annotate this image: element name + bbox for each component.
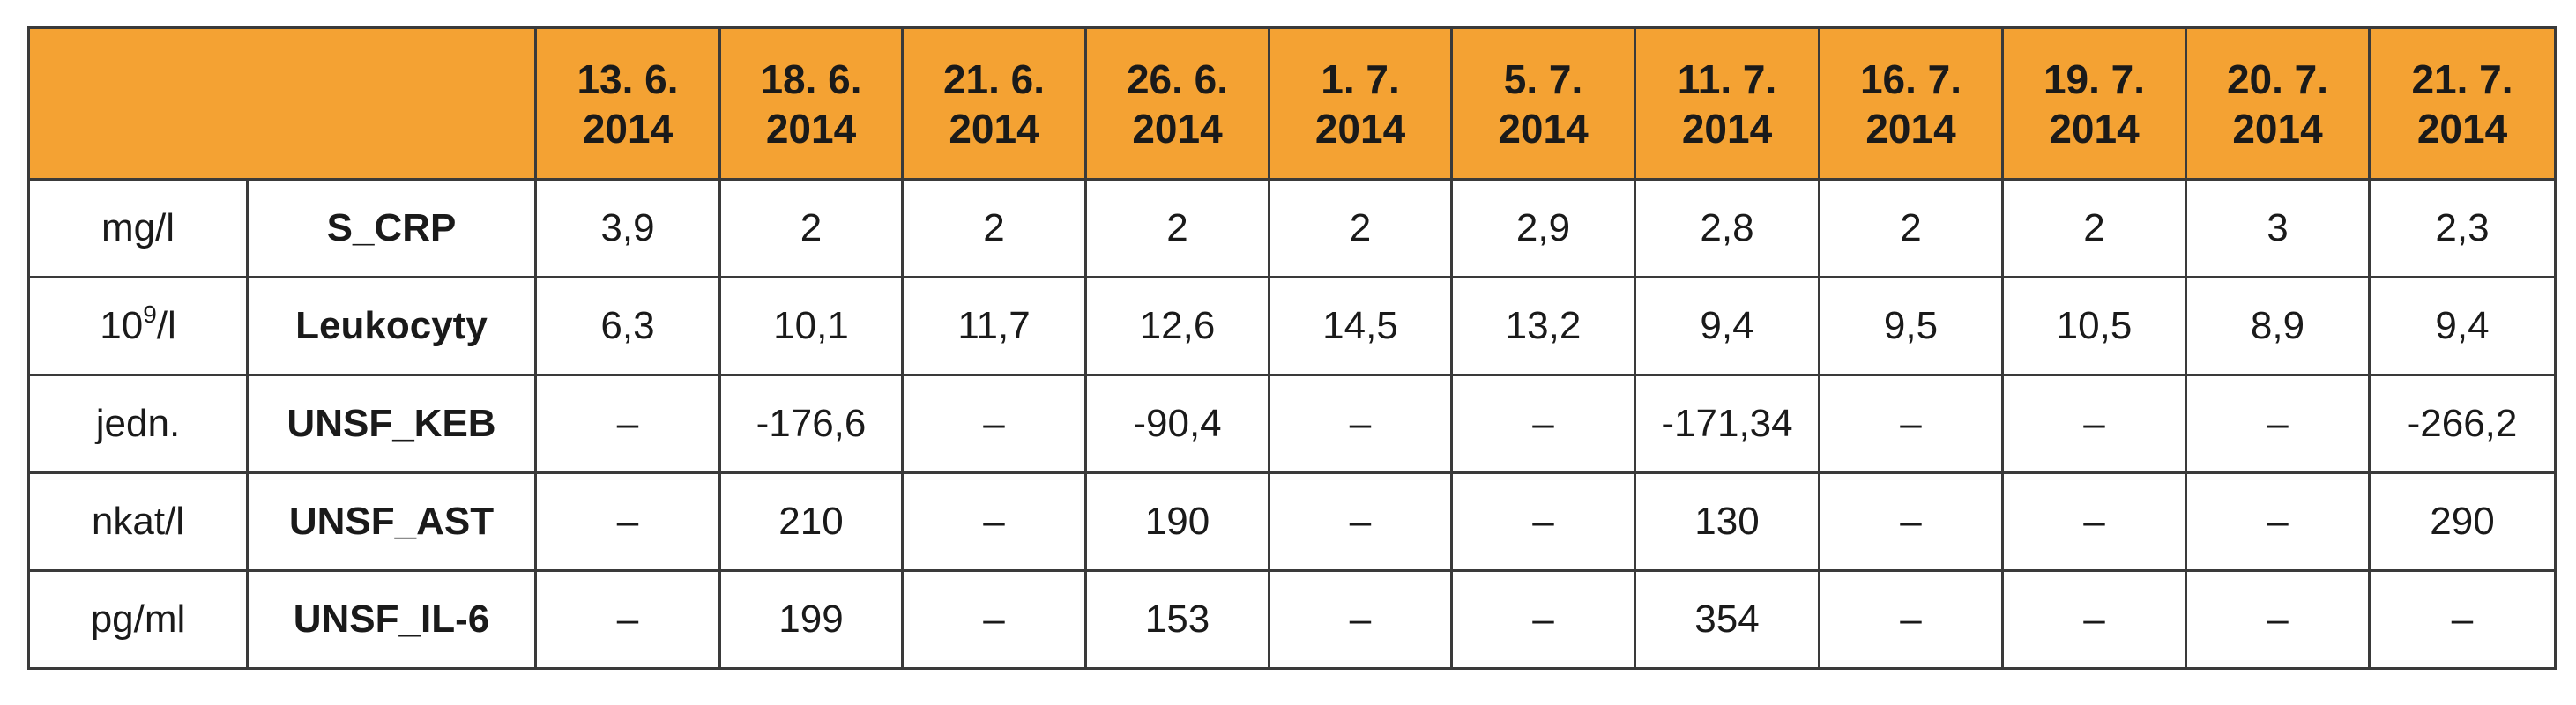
parameter-cell: UNSF_IL-6 — [246, 569, 537, 670]
parameter-cell: S_CRP — [246, 178, 537, 278]
value-cell: – — [901, 569, 1087, 670]
value-cell: – — [2001, 471, 2187, 572]
value-cell: 13,2 — [1450, 276, 1636, 376]
value-cell: 3 — [2185, 178, 2371, 278]
value-cell: 10,5 — [2001, 276, 2187, 376]
value-cell: 6,3 — [534, 276, 721, 376]
table-row: jedn. UNSF_KEB – -176,6 – -90,4 – – -171… — [27, 374, 2557, 474]
value-cell: – — [901, 471, 1087, 572]
value-cell: – — [2185, 471, 2371, 572]
value-cell: 3,9 — [534, 178, 721, 278]
date-header-cell: 16. 7. 2014 — [1818, 26, 2004, 181]
value-cell: 2 — [718, 178, 904, 278]
table-row: pg/ml UNSF_IL-6 – 199 – 153 – – 354 – – … — [27, 569, 2557, 670]
value-cell: 190 — [1084, 471, 1270, 572]
value-cell: 354 — [1634, 569, 1820, 670]
date-header-cell: 1. 7. 2014 — [1268, 26, 1453, 181]
value-cell: 2 — [2001, 178, 2187, 278]
unit-cell: 109/l — [27, 276, 249, 376]
date-header-cell: 18. 6. 2014 — [718, 26, 904, 181]
value-cell: – — [534, 374, 721, 474]
value-cell: 210 — [718, 471, 904, 572]
date-header-cell: 20. 7. 2014 — [2185, 26, 2371, 181]
date-header-cell: 21. 7. 2014 — [2368, 26, 2557, 181]
value-cell: 2 — [1268, 178, 1453, 278]
value-cell: 2 — [1818, 178, 2004, 278]
value-cell: – — [1450, 374, 1636, 474]
value-cell: 10,1 — [718, 276, 904, 376]
value-cell: – — [1450, 471, 1636, 572]
header-row: 13. 6. 2014 18. 6. 2014 21. 6. 2014 26. 6. 2… — [27, 26, 2557, 181]
unit-base: 10 — [100, 304, 144, 347]
table-row: mg/l S_CRP 3,9 2 2 2 2 2,9 2,8 2 2 3 2,3 — [27, 178, 2557, 278]
header-empty-cell — [27, 26, 537, 181]
value-cell: 2 — [901, 178, 1087, 278]
parameter-cell: UNSF_KEB — [246, 374, 537, 474]
value-cell: – — [2001, 374, 2187, 474]
value-cell: 8,9 — [2185, 276, 2371, 376]
unit-cell: nkat/l — [27, 471, 249, 572]
value-cell: 130 — [1634, 471, 1820, 572]
unit-cell: mg/l — [27, 178, 249, 278]
value-cell: -171,34 — [1634, 374, 1820, 474]
table-row: nkat/l UNSF_AST – 210 – 190 – – 130 – – … — [27, 471, 2557, 572]
date-header-cell: 19. 7. 2014 — [2001, 26, 2187, 181]
parameter-cell: UNSF_AST — [246, 471, 537, 572]
date-header-cell: 13. 6. 2014 — [534, 26, 721, 181]
value-cell: 9,5 — [1818, 276, 2004, 376]
unit-exponent: 9 — [143, 301, 157, 328]
value-cell: – — [2368, 569, 2557, 670]
value-cell: – — [1450, 569, 1636, 670]
value-cell: – — [534, 569, 721, 670]
value-cell: -176,6 — [718, 374, 904, 474]
value-cell: – — [1268, 374, 1453, 474]
value-cell: – — [2185, 569, 2371, 670]
date-header-cell: 21. 6. 2014 — [901, 26, 1087, 181]
lab-results-table: 13. 6. 2014 18. 6. 2014 21. 6. 2014 26. 6. 2… — [27, 26, 2557, 670]
value-cell: -266,2 — [2368, 374, 2557, 474]
value-cell: -90,4 — [1084, 374, 1270, 474]
value-cell: – — [1818, 374, 2004, 474]
unit-cell: jedn. — [27, 374, 249, 474]
value-cell: – — [901, 374, 1087, 474]
value-cell: 9,4 — [1634, 276, 1820, 376]
table-row: 109/l Leukocyty 6,3 10,1 11,7 12,6 14,5 … — [27, 276, 2557, 376]
value-cell: 2 — [1084, 178, 1270, 278]
unit-rest: /l — [156, 304, 176, 347]
date-header-cell: 11. 7. 2014 — [1634, 26, 1820, 181]
value-cell: – — [2001, 569, 2187, 670]
value-cell: 2,9 — [1450, 178, 1636, 278]
value-cell: – — [1818, 471, 2004, 572]
value-cell: 153 — [1084, 569, 1270, 670]
value-cell: – — [1268, 471, 1453, 572]
value-cell: 14,5 — [1268, 276, 1453, 376]
value-cell: – — [534, 471, 721, 572]
value-cell: 11,7 — [901, 276, 1087, 376]
unit-cell: pg/ml — [27, 569, 249, 670]
value-cell: 9,4 — [2368, 276, 2557, 376]
value-cell: 2,3 — [2368, 178, 2557, 278]
value-cell: 199 — [718, 569, 904, 670]
parameter-cell: Leukocyty — [246, 276, 537, 376]
value-cell: – — [1268, 569, 1453, 670]
value-cell: 290 — [2368, 471, 2557, 572]
value-cell: 12,6 — [1084, 276, 1270, 376]
value-cell: – — [2185, 374, 2371, 474]
date-header-cell: 5. 7. 2014 — [1450, 26, 1636, 181]
value-cell: – — [1818, 569, 2004, 670]
date-header-cell: 26. 6. 2014 — [1084, 26, 1270, 181]
lab-results-table-wrapper: 13. 6. 2014 18. 6. 2014 21. 6. 2014 26. 6. 2… — [27, 26, 2557, 670]
value-cell: 2,8 — [1634, 178, 1820, 278]
